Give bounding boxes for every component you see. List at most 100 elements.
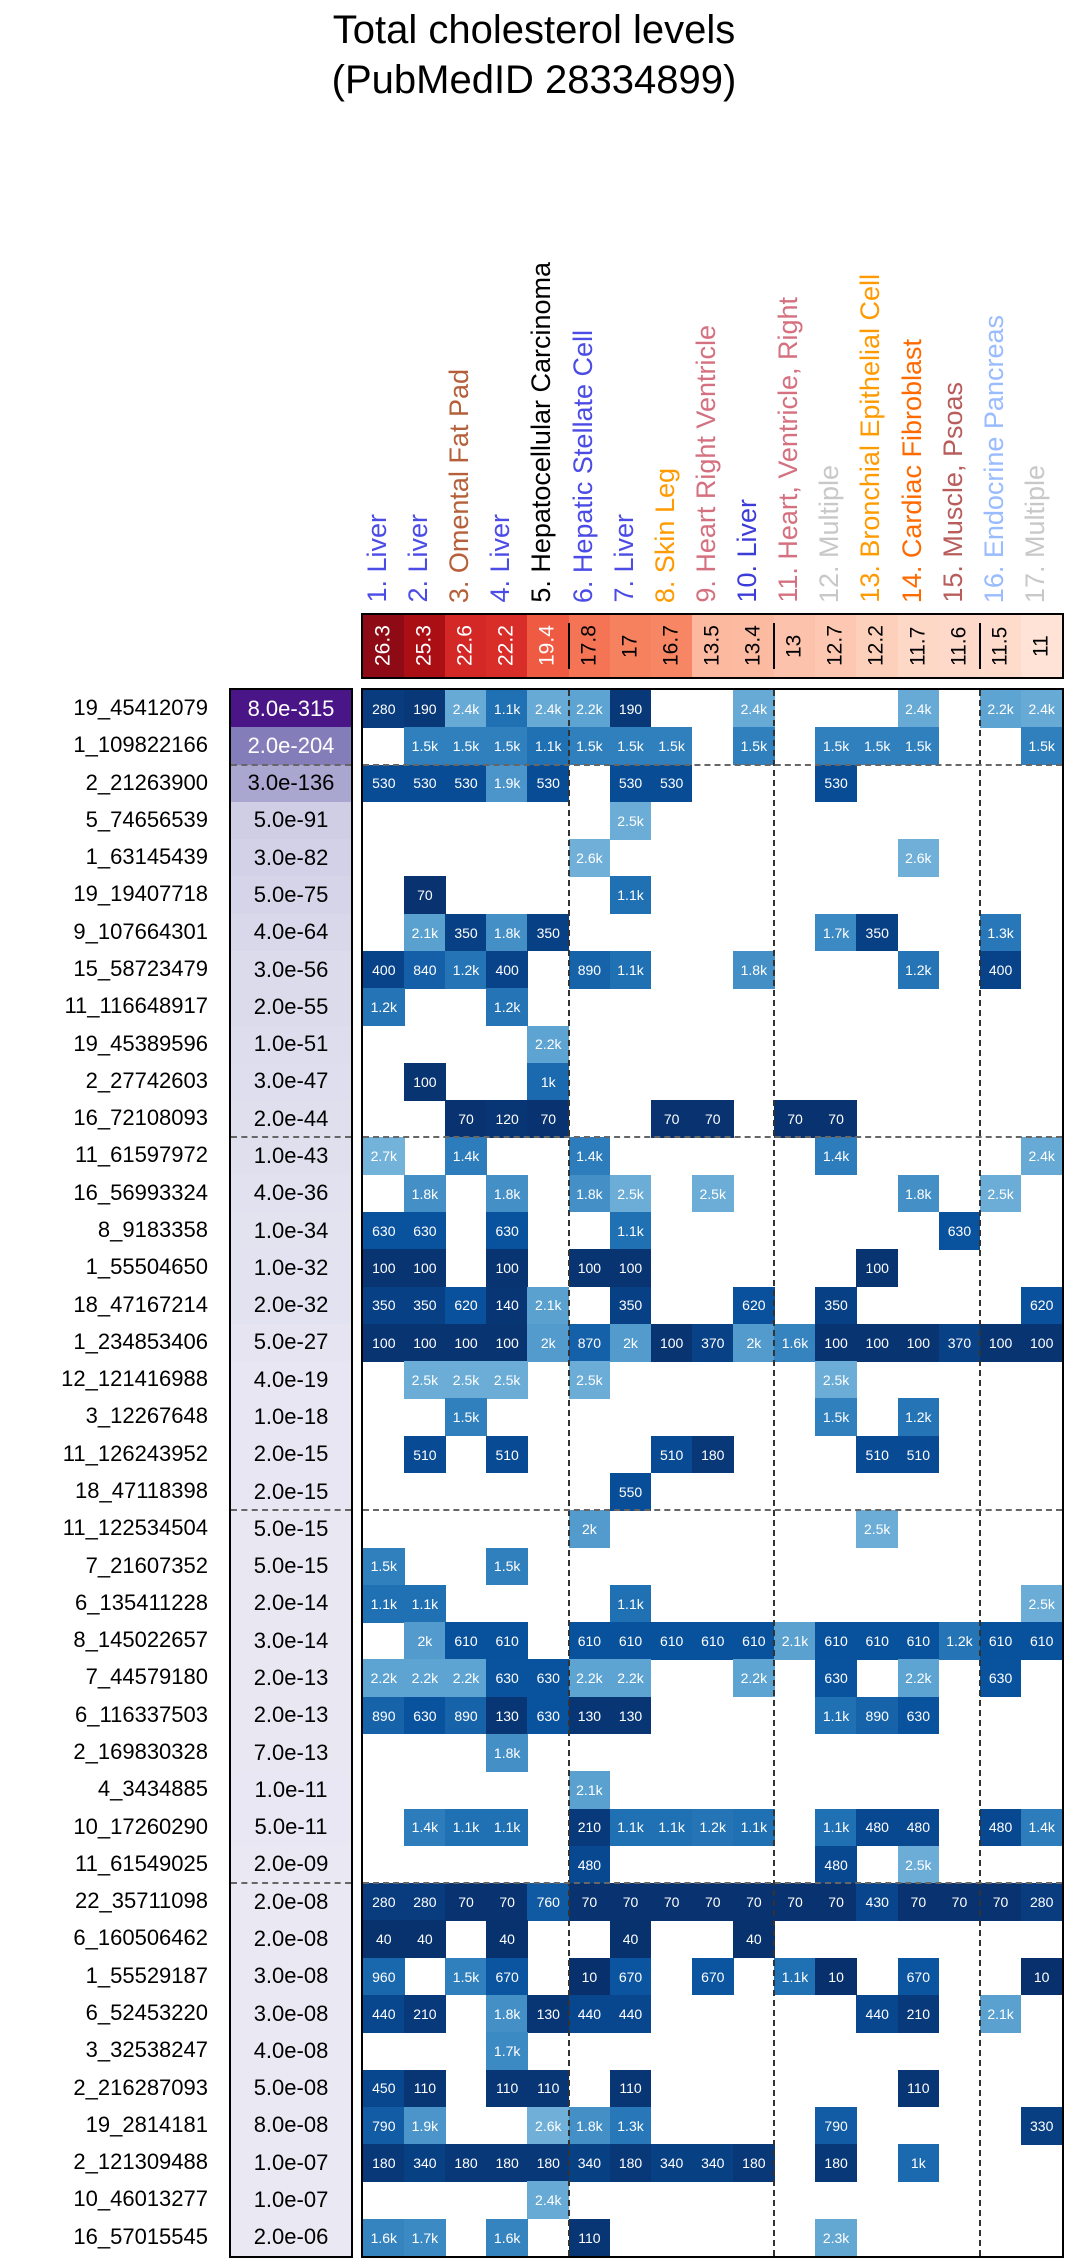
heatmap-cell: 1.2k <box>938 1622 981 1660</box>
heatmap-cell: 100 <box>897 1323 940 1362</box>
heatmap-cell: 180 <box>445 2144 487 2182</box>
heatmap-cell: 350 <box>815 1286 857 1325</box>
row-label: 4_3434885 <box>97 1776 208 1802</box>
header-value-cell: 17.8 <box>568 615 610 677</box>
column-label: 11. Heart, Ventricle, Right <box>773 297 804 603</box>
row-label: 1_55504650 <box>85 1254 208 1280</box>
heatmap-cell: 480 <box>856 1808 899 1847</box>
pvalue-cell: 3.0e-136 <box>231 764 351 802</box>
heatmap-cell: 1.1k <box>609 876 652 915</box>
heatmap-cell: 480 <box>979 1808 1022 1847</box>
heatmap-cell: 1.2k <box>691 1808 734 1847</box>
heatmap-cell: 2.5k <box>979 1174 1022 1213</box>
heatmap-cell: 340 <box>650 2144 693 2182</box>
heatmap-cell: 890 <box>856 1696 899 1735</box>
heatmap-cell: 620 <box>445 1286 487 1325</box>
heatmap-cell: 530 <box>363 764 405 803</box>
row-label: 16_56993324 <box>73 1179 208 1205</box>
heatmap-cell: 1.1k <box>486 690 528 728</box>
heatmap-cell: 1.2k <box>897 951 940 989</box>
heatmap-cell: 440 <box>363 1995 405 2033</box>
pvalue-cell: 3.0e-47 <box>231 1062 351 1101</box>
header-value-cell: 25.3 <box>404 615 446 677</box>
row-label: 1_55529187 <box>85 1962 208 1988</box>
heatmap-cell: 530 <box>815 764 857 803</box>
pvalue-cell: 2.0e-13 <box>231 1659 351 1697</box>
heatmap-cell: 1.6k <box>774 1323 816 1362</box>
heatmap-cell: 1.1k <box>815 1696 857 1735</box>
heatmap-cell: 1.1k <box>363 1584 405 1623</box>
row-label: 18_47118398 <box>75 1478 208 1503</box>
heatmap-cell: 70 <box>650 1100 693 1138</box>
heatmap-cell: 180 <box>363 2144 405 2182</box>
row-label: 22_35711098 <box>75 1888 208 1914</box>
header-value-cell: 12.7 <box>815 615 857 677</box>
pvalue-cell: 2.0e-14 <box>231 1584 351 1623</box>
heatmap-cell: 100 <box>856 1323 899 1362</box>
heatmap-cell: 890 <box>363 1696 405 1735</box>
heatmap-cell: 70 <box>404 876 446 915</box>
heatmap-cell: 40 <box>733 1920 775 1959</box>
heatmap-cell: 1.5k <box>815 1398 857 1437</box>
column-label: 16. Endocrine Pancreas <box>978 314 1009 603</box>
row-label: 19_19407718 <box>73 881 208 907</box>
heatmap-cell: 2.5k <box>609 1174 652 1213</box>
heatmap-cell: 2.4k <box>897 690 940 728</box>
pvalue-cell: 2.0e-08 <box>231 1883 351 1921</box>
heatmap-cell: 1.1k <box>445 1808 487 1847</box>
heatmap-cell: 630 <box>404 1696 446 1735</box>
heatmap-cell: 120 <box>486 1100 528 1138</box>
heatmap-cell: 100 <box>1020 1323 1063 1362</box>
heatmap-cell: 1.7k <box>404 2218 446 2257</box>
heatmap-cell: 280 <box>363 1883 405 1921</box>
heatmap-cell: 610 <box>856 1622 899 1660</box>
row-label: 2_27742603 <box>85 1067 208 1093</box>
heatmap-cell: 1.5k <box>815 727 857 766</box>
pvalue-cell: 4.0e-36 <box>231 1174 351 1212</box>
heatmap-cell: 2.2k <box>527 1025 570 1064</box>
heatmap-cell: 2.4k <box>1020 1137 1063 1176</box>
heatmap-cell: 1.2k <box>897 1398 940 1437</box>
heatmap-cell: 620 <box>1020 1286 1063 1325</box>
row-label: 11_61549025 <box>75 1850 208 1876</box>
heatmap-cell: 2.2k <box>404 1659 446 1698</box>
header-value: 26.3 <box>371 625 395 667</box>
heatmap-cell: 340 <box>568 2144 611 2182</box>
column-label: 8. Skin Leg <box>649 467 680 603</box>
pvalue-cell: 2.0e-15 <box>231 1473 351 1511</box>
heatmap-cell: 1.5k <box>568 727 611 766</box>
heatmap-cell: 1.9k <box>404 2106 446 2145</box>
heatmap-cell: 70 <box>691 1883 734 1921</box>
pvalue-cell: 2.0e-06 <box>231 2218 351 2256</box>
heatmap-cell: 40 <box>486 1920 528 1959</box>
pvalue-cell: 3.0e-08 <box>231 1957 351 1995</box>
heatmap-cell: 1.5k <box>856 727 899 766</box>
heatmap-cell: 130 <box>568 1696 611 1735</box>
chart-subtitle: (PubMedID 28334899) <box>331 58 737 102</box>
heatmap-cell: 100 <box>363 1249 405 1288</box>
pvalue-cell: 4.0e-64 <box>231 913 351 951</box>
heatmap-cell: 1.3k <box>979 913 1022 952</box>
heatmap-cell: 610 <box>445 1622 487 1660</box>
heatmap-cell: 10 <box>1020 1957 1063 1996</box>
heatmap-cell: 180 <box>486 2144 528 2182</box>
row-label: 8_9183358 <box>97 1217 208 1242</box>
heatmap-cell: 180 <box>609 2144 652 2182</box>
row-label: 3_32538247 <box>85 2037 208 2063</box>
row-label: 7_21607352 <box>85 1552 208 1578</box>
pvalue-cell: 1.0e-51 <box>231 1025 351 1063</box>
pvalue-cell: 1.0e-11 <box>231 1771 351 1809</box>
pvalue-cell: 5.0e-11 <box>231 1808 351 1846</box>
heatmap-cell: 2.7k <box>363 1137 405 1176</box>
heatmap-cell: 610 <box>897 1622 940 1660</box>
pvalue-cell: 5.0e-08 <box>231 2069 351 2107</box>
heatmap-cell: 350 <box>363 1286 405 1325</box>
heatmap-cell: 760 <box>527 1883 570 1921</box>
heatmap-cell: 2.5k <box>691 1174 734 1213</box>
heatmap-cell: 2k <box>733 1323 775 1362</box>
heatmap-cell: 180 <box>691 1435 734 1474</box>
header-value: 19.4 <box>536 625 560 667</box>
heatmap-cell: 610 <box>979 1622 1022 1660</box>
column-label: 3. Omental Fat Pad <box>444 368 475 603</box>
heatmap-cell: 510 <box>404 1435 446 1474</box>
